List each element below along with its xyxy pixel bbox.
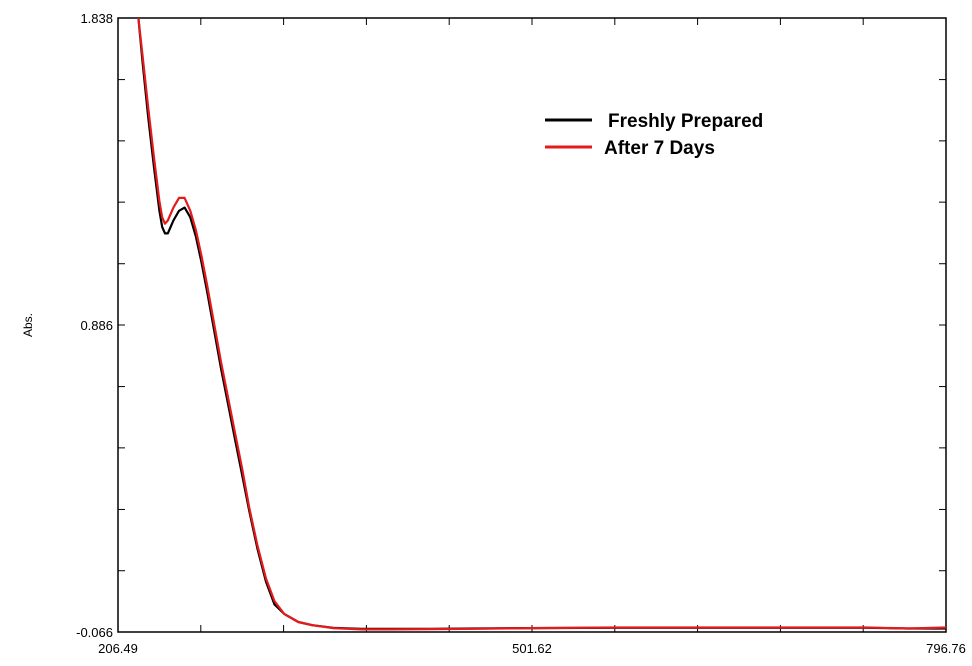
x-tick-label-2: 796.76 — [926, 641, 966, 656]
axis-tick-labels: 206.49 501.62 796.76 1.838 0.886 -0.066 — [76, 11, 966, 656]
plot-area — [117, 17, 947, 633]
series-line-1 — [137, 17, 947, 631]
y-tick-label-1: 0.886 — [80, 318, 113, 333]
y-axis-title: Abs. — [21, 313, 35, 337]
x-tick-label-0: 206.49 — [98, 641, 138, 656]
y-tick-label-2: -0.066 — [76, 625, 113, 640]
y-tick-label-0: 1.838 — [80, 11, 113, 26]
series-group — [137, 17, 947, 631]
x-tick-label-1: 501.62 — [512, 641, 552, 656]
legend-label-0: Freshly Prepared — [608, 111, 763, 132]
legend: Freshly Prepared After 7 Days — [545, 111, 763, 159]
legend-label-1: After 7 Days — [604, 138, 715, 159]
